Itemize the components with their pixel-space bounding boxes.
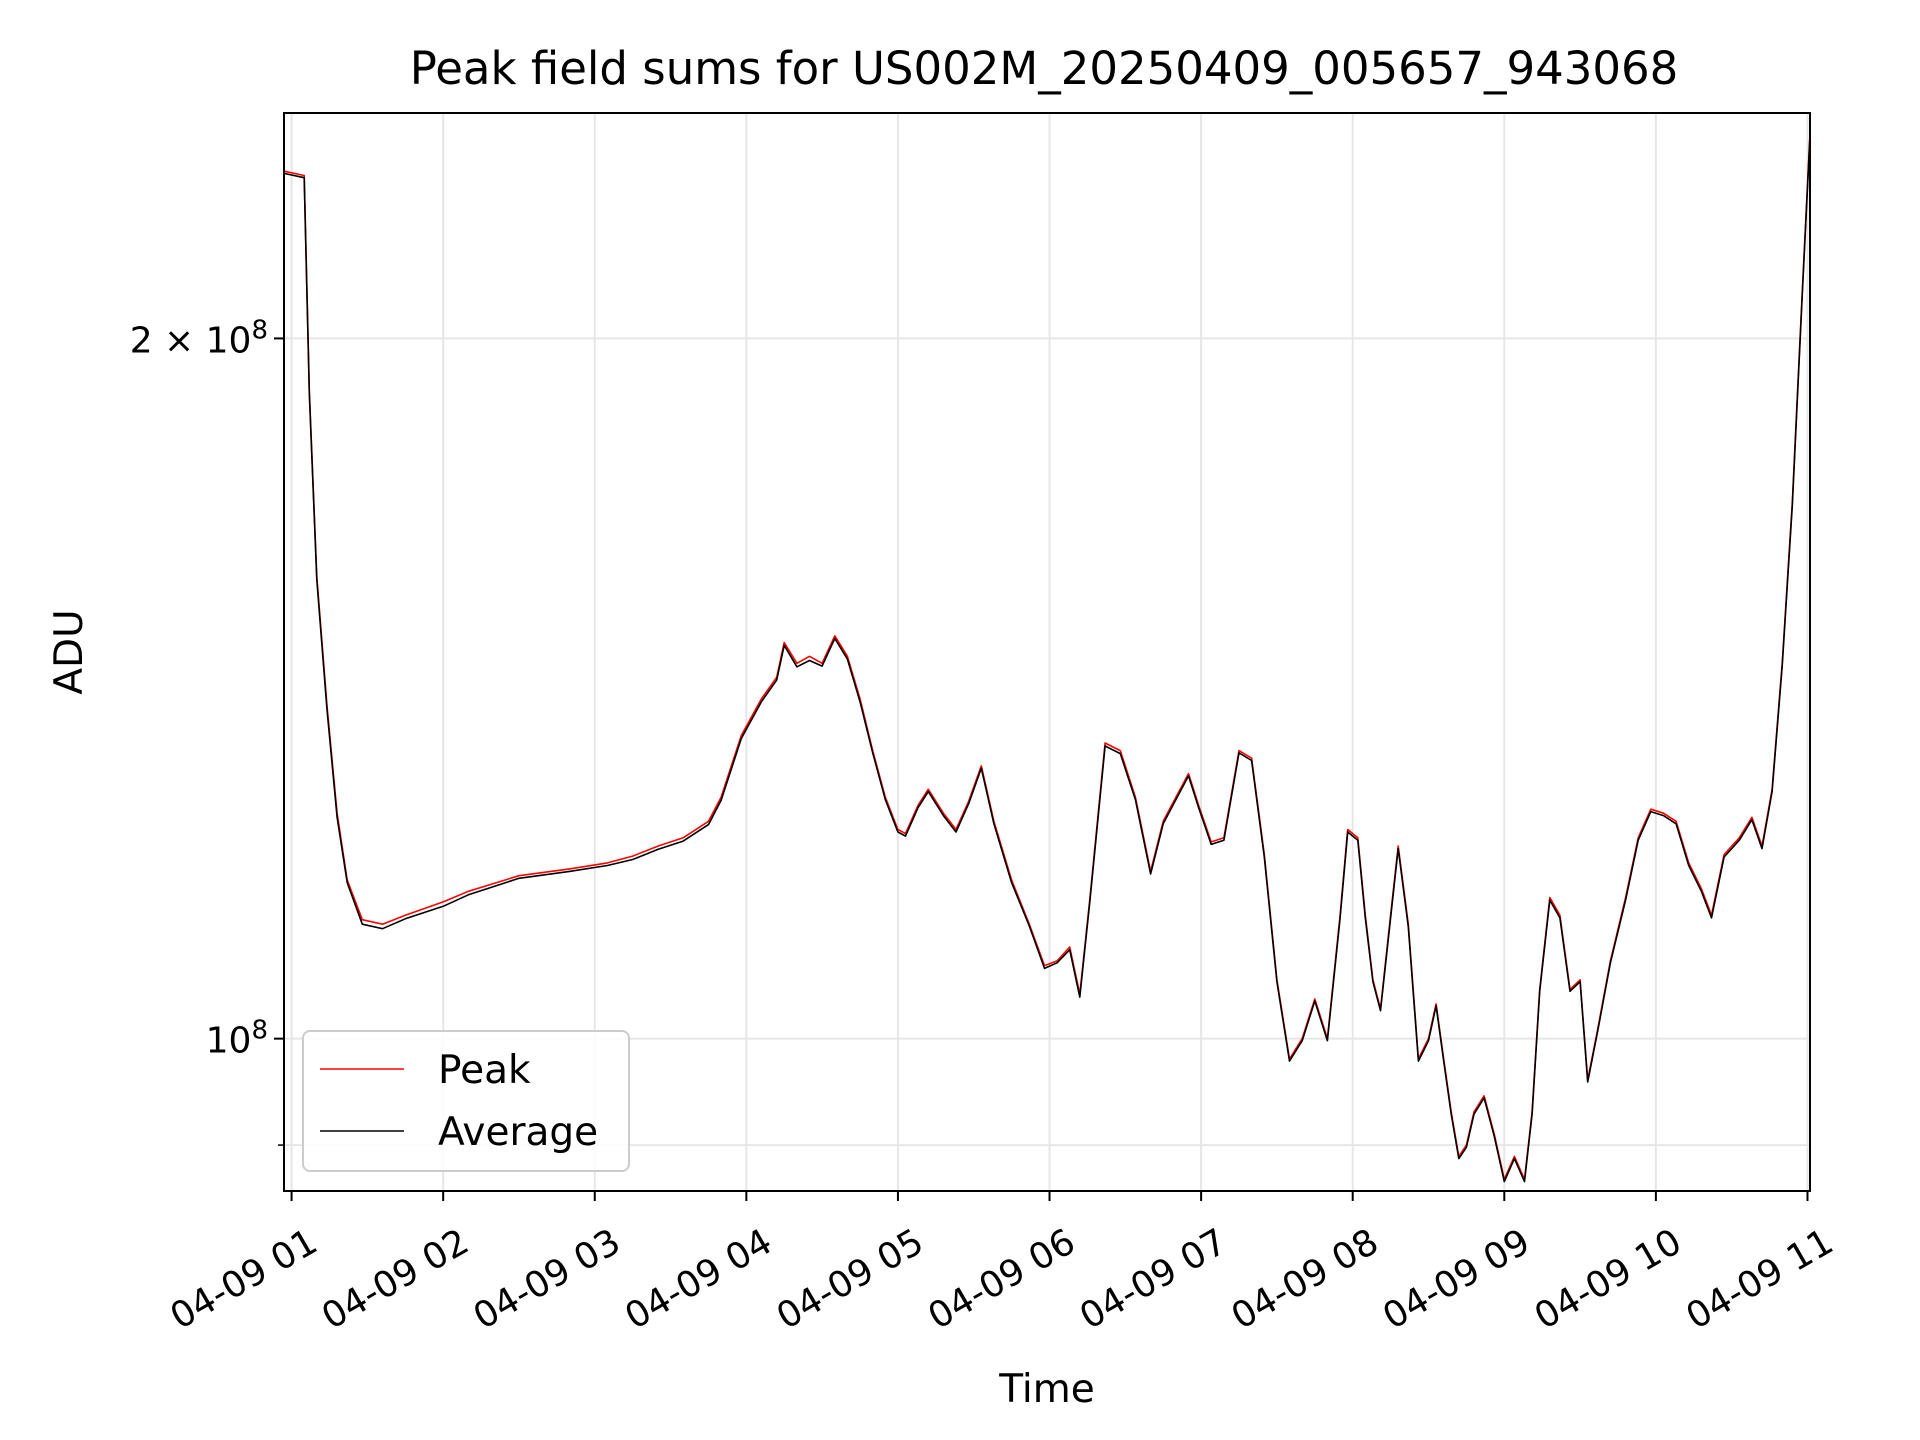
y-axis-label: ADU	[47, 609, 92, 694]
legend: Peak Average	[302, 1030, 630, 1172]
legend-label-average: Average	[438, 1110, 598, 1155]
plot-frame	[283, 112, 1811, 1192]
series-line-average	[283, 135, 1811, 1183]
y-tick-layer: 108 2 × 108	[130, 315, 284, 1146]
legend-label-peak: Peak	[438, 1048, 531, 1093]
y-tick-label: 108	[206, 1016, 268, 1062]
y-tick-label: 2 × 108	[130, 315, 268, 361]
x-axis-label: Time	[998, 1367, 1094, 1412]
series-layer	[283, 133, 1811, 1183]
chart-title: Peak field sums for US002M_20250409_0056…	[410, 42, 1679, 95]
legend-box	[302, 1030, 630, 1172]
